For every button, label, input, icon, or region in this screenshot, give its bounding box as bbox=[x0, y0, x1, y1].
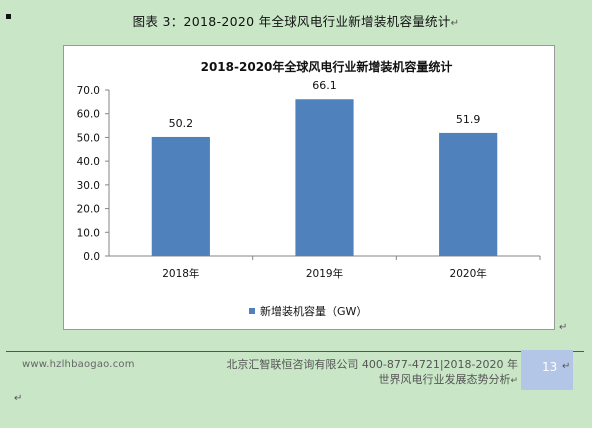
bar bbox=[295, 99, 354, 257]
x-tick-label: 2018年 bbox=[162, 267, 199, 280]
data-label: 51.9 bbox=[456, 113, 481, 126]
y-tick-label: 20.0 bbox=[77, 204, 100, 216]
legend-swatch bbox=[249, 308, 255, 314]
y-tick-label: 10.0 bbox=[77, 227, 100, 239]
bar bbox=[439, 132, 498, 256]
caption-text: 图表 3：2018-2020 年全球风电行业新增装机容量统计 bbox=[132, 14, 451, 29]
paragraph-mark-icon: ↵ bbox=[562, 361, 571, 372]
y-tick-label: 70.0 bbox=[77, 85, 100, 97]
paragraph-mark-icon: ↵ bbox=[450, 18, 460, 29]
footer-website: www.hzlhbaogao.com bbox=[22, 359, 135, 370]
y-tick-label: 0.0 bbox=[83, 251, 100, 263]
footer-company-line2: 世界风电行业发展态势分析 bbox=[378, 373, 511, 386]
footer-divider bbox=[6, 351, 584, 352]
y-tick-label: 50.0 bbox=[77, 132, 100, 144]
chart-title: 2018-2020年全球风电行业新增装机容量统计 bbox=[201, 59, 453, 74]
x-tick-label: 2020年 bbox=[450, 267, 487, 280]
bullet-marker bbox=[6, 14, 11, 19]
legend-label: 新增装机容量（GW） bbox=[260, 304, 367, 318]
chart-container: 2018-2020年全球风电行业新增装机容量统计 0.0 10.0 20.0 30.0 4… bbox=[63, 45, 555, 330]
paragraph-mark-icon: ↵ bbox=[14, 393, 23, 404]
y-tick-label: 40.0 bbox=[77, 156, 100, 168]
data-label: 50.2 bbox=[169, 117, 194, 130]
footer-company-line1: 北京汇智联恒咨询有限公司 400-877-4721|2018-2020 年 bbox=[226, 358, 518, 371]
page-number: 13 bbox=[542, 360, 558, 374]
y-tick-label: 60.0 bbox=[77, 109, 100, 121]
x-tick-label: 2019年 bbox=[306, 267, 343, 280]
y-tick-label: 30.0 bbox=[77, 180, 100, 192]
bar bbox=[151, 136, 210, 256]
paragraph-mark-icon: ↵ bbox=[510, 376, 518, 386]
figure-caption: 图表 3：2018-2020 年全球风电行业新增装机容量统计↵ bbox=[0, 11, 592, 30]
page-number-box bbox=[521, 350, 573, 390]
bar-chart: 2018-2020年全球风电行业新增装机容量统计 0.0 10.0 20.0 30.0 4… bbox=[77, 59, 541, 318]
paragraph-mark-icon: ↵ bbox=[559, 322, 568, 333]
data-label: 66.1 bbox=[312, 79, 337, 92]
footer-company: 北京汇智联恒咨询有限公司 400-877-4721|2018-2020 年 世界… bbox=[226, 357, 518, 389]
